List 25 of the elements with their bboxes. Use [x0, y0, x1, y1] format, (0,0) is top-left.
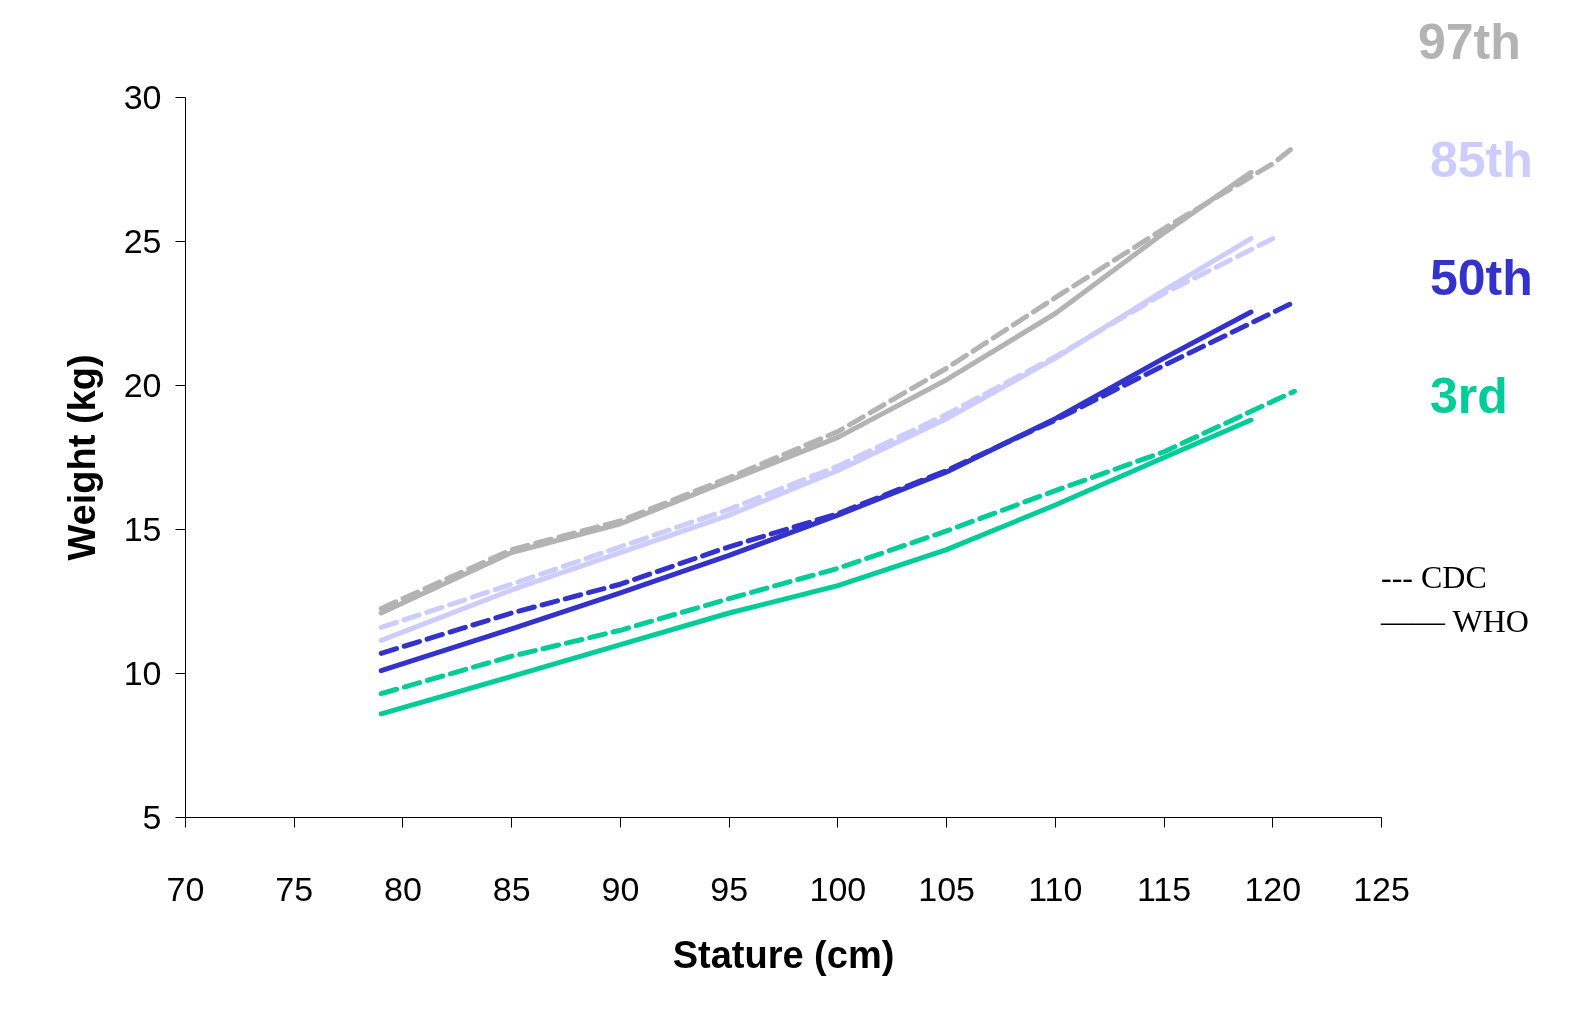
- text: 3rd: [1430, 367, 1508, 426]
- x-tick-label: 90: [601, 869, 640, 908]
- annotation: --- CDC: [1381, 558, 1487, 597]
- y-tick-label: 5: [142, 798, 162, 836]
- x-tick-label: 125: [1353, 869, 1410, 908]
- x-tick-label: 120: [1244, 869, 1302, 908]
- y-tick-label: 15: [123, 510, 162, 548]
- y-tick-label: 10: [123, 654, 162, 692]
- x-tick-label: 95: [710, 869, 749, 908]
- y-tick-label: 30: [123, 78, 162, 116]
- x-tick-label: 75: [275, 869, 314, 908]
- x-tick-label: 70: [166, 869, 205, 908]
- y-axis-title: Weight (kg): [60, 354, 103, 561]
- text: 97th: [1418, 13, 1521, 72]
- y-tick-label: 20: [123, 366, 162, 404]
- x-tick-label: 100: [809, 869, 867, 908]
- annotation: —— WHO: [1381, 602, 1529, 641]
- text: 50th: [1430, 249, 1533, 308]
- y-tick-label: 25: [123, 222, 162, 260]
- x-tick-label: 80: [384, 869, 422, 908]
- x-tick-label: 115: [1136, 869, 1192, 908]
- x-tick-label: 105: [918, 869, 975, 908]
- x-tick-label: 110: [1028, 869, 1083, 908]
- x-axis-title: Stature (cm): [672, 933, 895, 976]
- x-tick-label: 85: [492, 869, 531, 908]
